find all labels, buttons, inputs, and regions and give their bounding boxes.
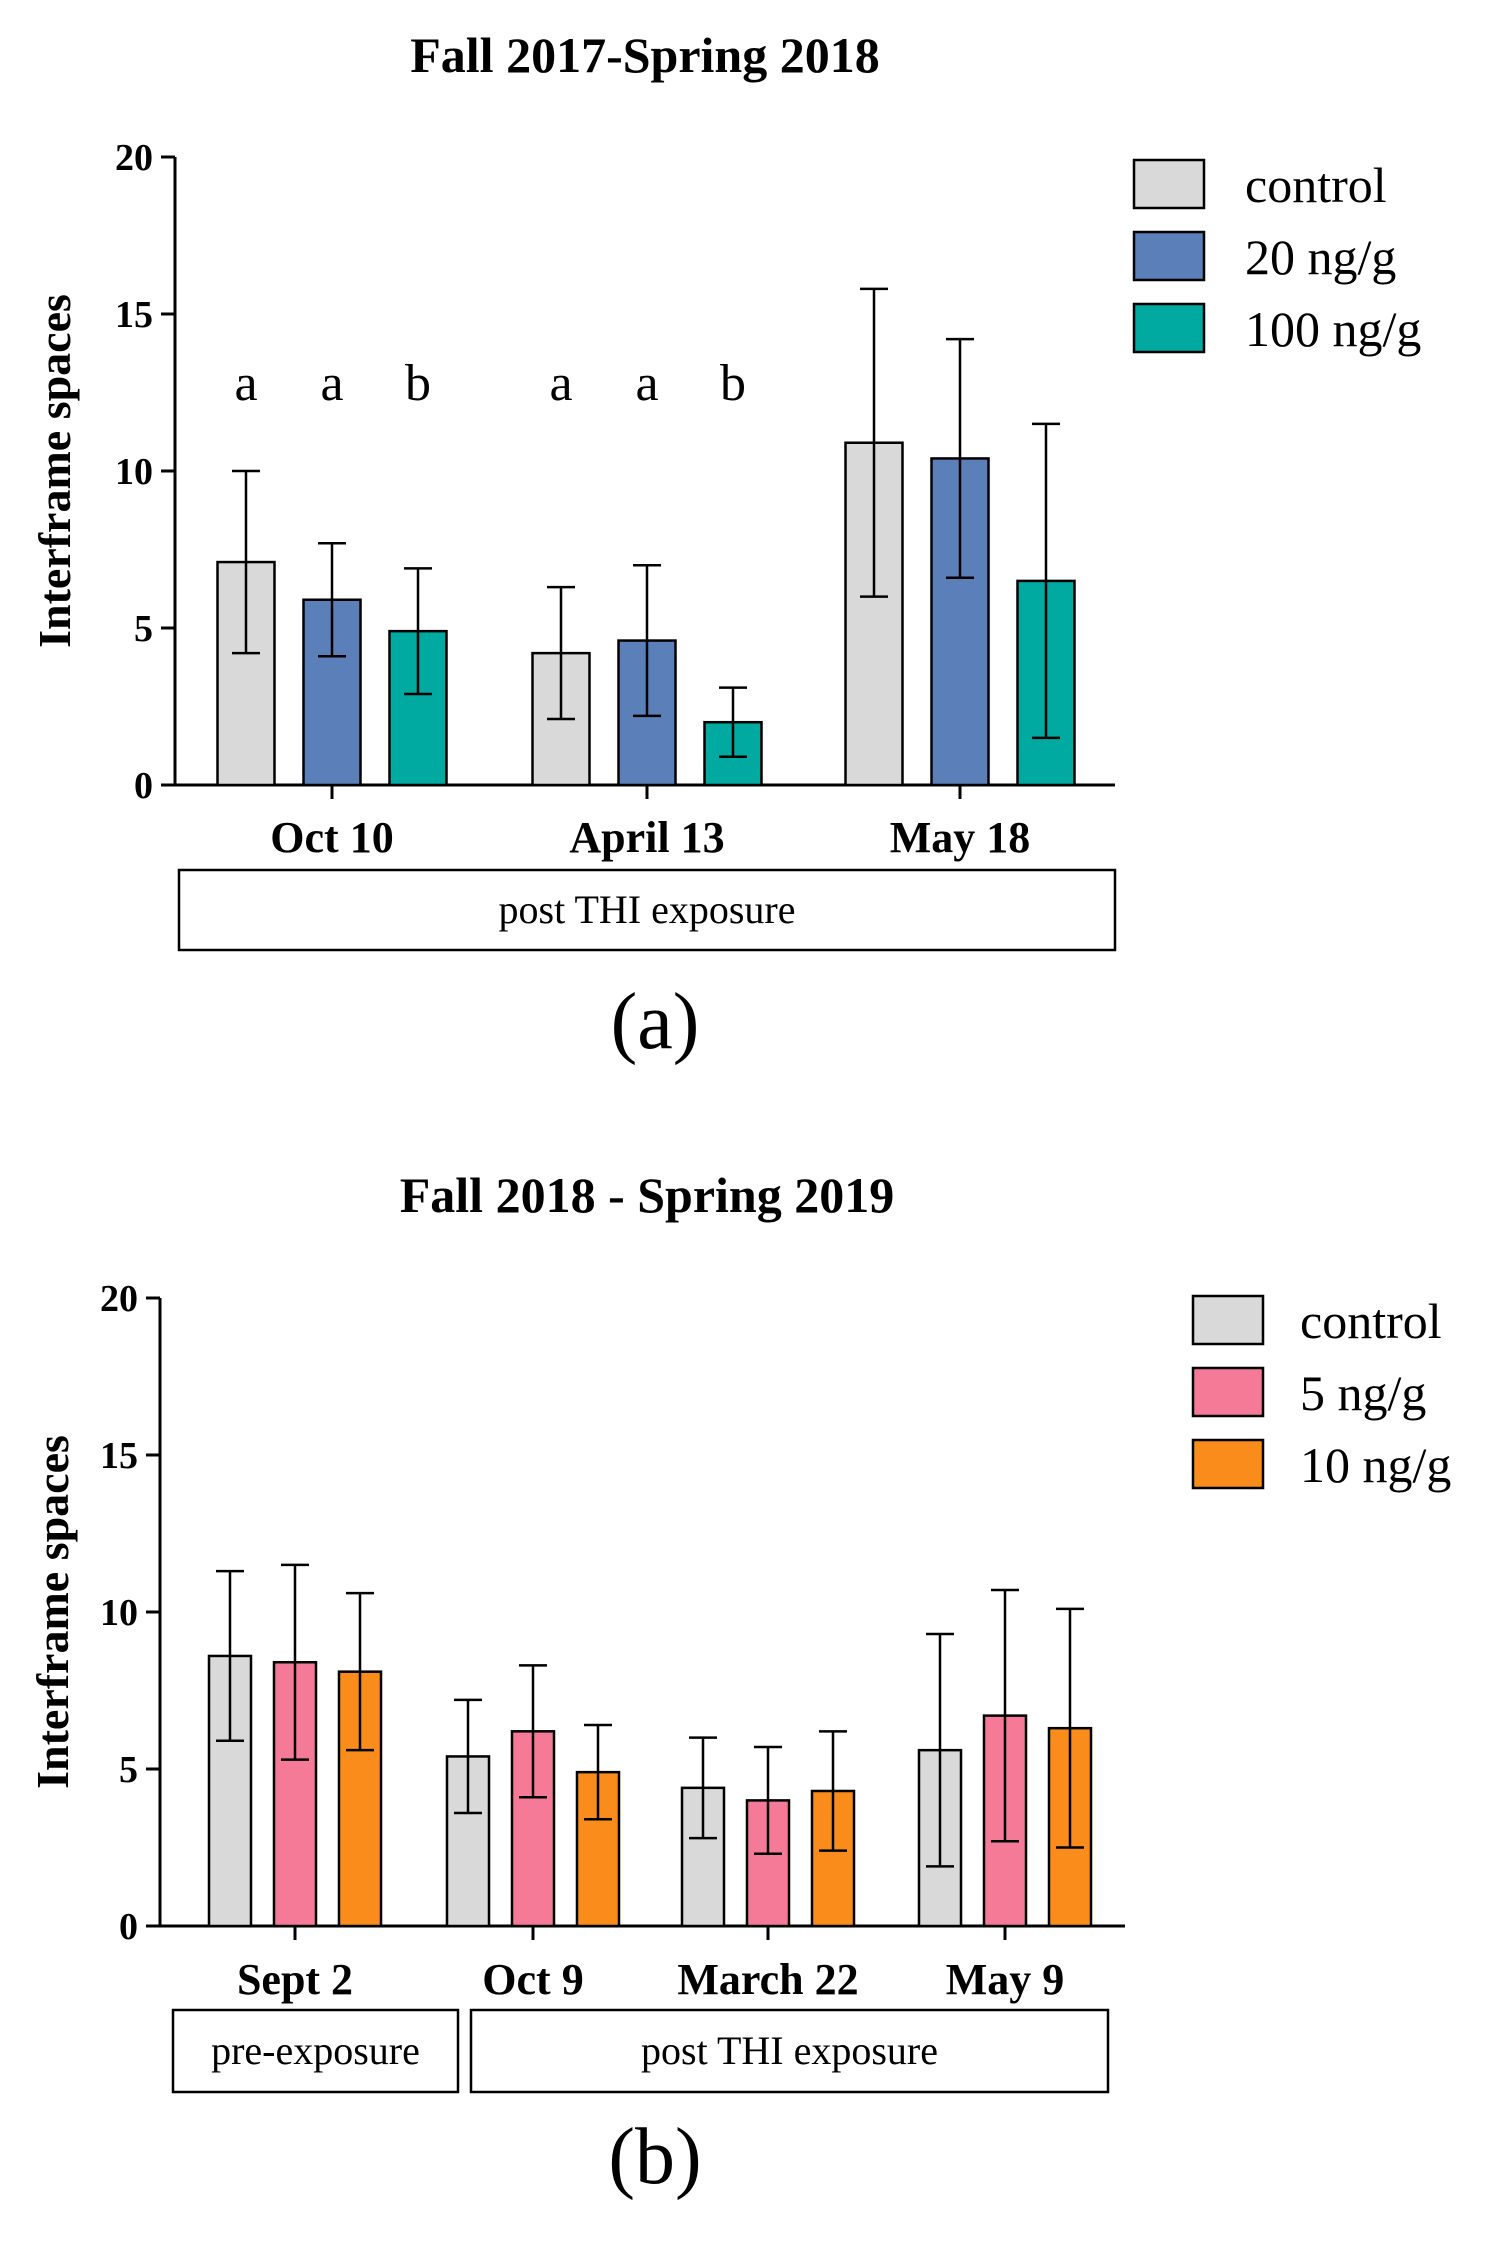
panel-b: Fall 2018 - Spring 2019 Interframe spaces… <box>27 1167 1451 2201</box>
significance-letter: b <box>720 355 746 412</box>
group-box <box>171 2008 460 2094</box>
group-label: post THI exposure <box>641 2028 938 2073</box>
y-tick-label: 5 <box>119 1749 138 1791</box>
y-tick-label: 10 <box>115 451 153 493</box>
bar <box>388 629 448 787</box>
x-tick-label: May 18 <box>890 813 1031 862</box>
legend-label: 5 ng/g <box>1300 1365 1426 1421</box>
group-box <box>469 2008 1110 2094</box>
significance-letter: a <box>635 355 658 412</box>
legend-label: 20 ng/g <box>1245 229 1396 285</box>
y-tick-label: 20 <box>100 1278 138 1320</box>
significance-letter: a <box>320 355 343 412</box>
panel-label: (a) <box>611 978 700 1066</box>
legend-swatch <box>1132 158 1206 210</box>
y-tick-label: 0 <box>119 1906 138 1948</box>
legend-swatch <box>1132 302 1206 354</box>
x-tick-label: April 13 <box>569 813 724 862</box>
chart-title: Fall 2017-Spring 2018 <box>410 27 879 83</box>
y-tick-label: 20 <box>115 137 153 179</box>
x-tick-label: Oct 9 <box>482 1955 583 2004</box>
x-tick-label: Sept 2 <box>237 1955 353 2004</box>
legend: control 20 ng/g 100 ng/g <box>1132 157 1421 357</box>
y-tick-label: 10 <box>100 1592 138 1634</box>
legend-swatch <box>1191 1366 1265 1418</box>
group-label: post THI exposure <box>499 887 796 932</box>
legend-swatch <box>1191 1294 1265 1346</box>
x-tick-label: May 9 <box>946 1955 1065 2004</box>
y-tick-label: 5 <box>134 608 153 650</box>
significance-letter: a <box>234 355 257 412</box>
y-tick-label: 15 <box>115 294 153 336</box>
y-axis-label: Interframe spaces <box>27 1435 78 1789</box>
y-axis-label: Interframe spaces <box>29 294 80 648</box>
group-box <box>177 868 1117 952</box>
legend-swatch <box>1132 230 1206 282</box>
legend-label: control <box>1300 1293 1442 1349</box>
bar <box>272 1660 318 1928</box>
y-tick-label: 0 <box>134 765 153 807</box>
panel-a: Fall 2017-Spring 2018 Interframe spaces 0 5… <box>29 27 1421 1066</box>
y-tick-label: 15 <box>100 1435 138 1477</box>
legend-swatch <box>1191 1438 1265 1490</box>
legend-label: control <box>1245 157 1387 213</box>
bar <box>844 441 904 787</box>
significance-letter: a <box>549 355 572 412</box>
legend-label: 10 ng/g <box>1300 1437 1451 1493</box>
legend: control 5 ng/g 10 ng/g <box>1191 1293 1451 1493</box>
x-tick-label: Oct 10 <box>270 813 393 862</box>
group-label: pre-exposure <box>211 2028 420 2073</box>
panel-label: (b) <box>608 2113 701 2201</box>
significance-letter: b <box>405 355 431 412</box>
chart-title: Fall 2018 - Spring 2019 <box>400 1167 894 1223</box>
x-tick-label: March 22 <box>677 1955 858 2004</box>
legend-label: 100 ng/g <box>1245 301 1421 357</box>
